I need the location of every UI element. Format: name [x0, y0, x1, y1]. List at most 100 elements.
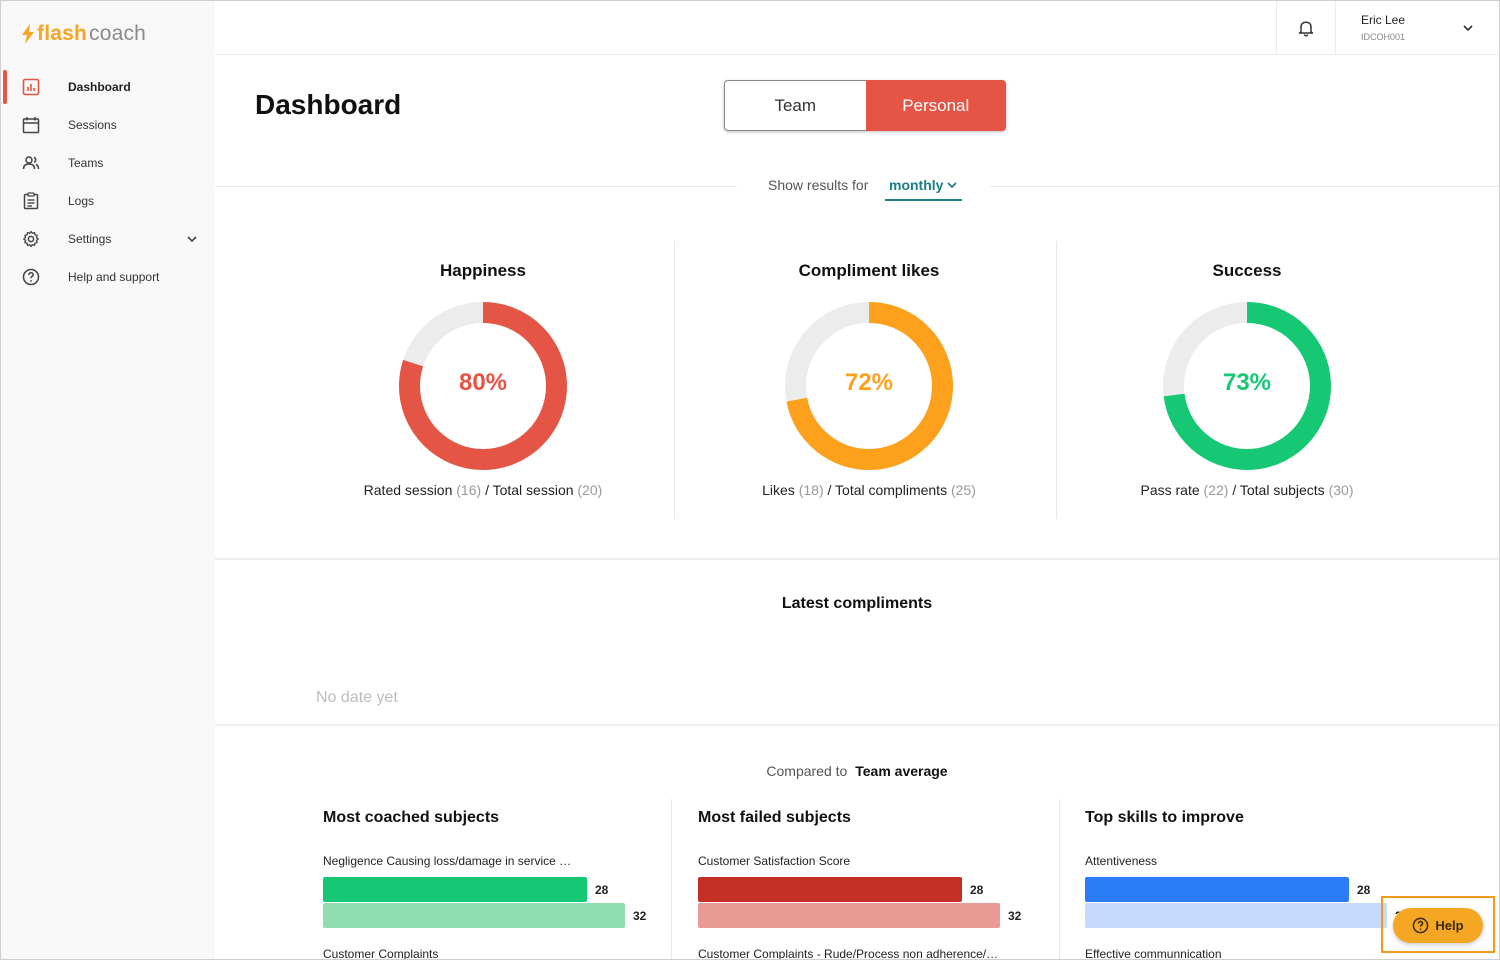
bar-chart-icon: [21, 77, 41, 97]
compare-value[interactable]: Team average: [855, 763, 948, 779]
page-title: Dashboard: [255, 89, 402, 120]
stat-percent: 80%: [458, 369, 508, 396]
stat-title: Success: [1212, 261, 1282, 280]
stat-subtext: Pass rate (22) / Total subjects (30): [1057, 482, 1437, 498]
sidebar: flash coach Dashboard Sessions Teams: [1, 1, 215, 959]
bar-value-label: 28: [970, 883, 984, 897]
stat-title: Happiness: [440, 261, 526, 280]
calendar-icon: [21, 115, 41, 135]
item-label: Attentiveness: [1085, 854, 1158, 868]
bar-value-label: 28: [595, 883, 609, 897]
lightning-bolt-icon: [22, 24, 34, 44]
compare-bar: [323, 903, 625, 928]
user-name: Eric Lee: [1360, 13, 1405, 27]
stat-label-b: / Total compliments: [827, 482, 948, 498]
divider: [1056, 241, 1057, 519]
divider: [215, 558, 1499, 560]
users-icon: [21, 153, 41, 173]
bar-value-label: 32: [1008, 909, 1022, 923]
bell-icon: [1298, 21, 1314, 37]
toggle-personal-button[interactable]: Personal: [865, 80, 1006, 131]
donut-chart: [399, 302, 567, 470]
stat-value-b: (20): [577, 482, 603, 498]
stat-compliment-likes: Compliment likes 72% Likes (18) / Total …: [679, 241, 1059, 519]
bar-value-label: 28: [1357, 883, 1371, 897]
logo-flash-text: flash: [37, 22, 88, 45]
divider: [215, 186, 737, 187]
logo-coach-text: coach: [89, 22, 147, 45]
help-button[interactable]: Help: [1393, 908, 1483, 943]
sidebar-item-logs[interactable]: Logs: [1, 182, 215, 220]
question-circle-icon: [1413, 917, 1429, 934]
item-label: Effective communnication: [1085, 947, 1222, 960]
sidebar-item-label: Logs: [68, 194, 95, 208]
stat-label-a: Rated session: [363, 482, 453, 498]
divider: [990, 186, 1499, 187]
stat-value-b: (25): [950, 482, 976, 498]
sidebar-item-label: Teams: [68, 156, 104, 170]
donut-arc: [399, 302, 567, 470]
help-button-highlight: Help: [1381, 896, 1495, 953]
top-bar: Eric Lee IDCOH001: [215, 1, 1499, 55]
stat-value-b: (30): [1328, 482, 1354, 498]
compare-row: Compared to Team average: [215, 763, 1499, 779]
value-bar: [1085, 877, 1349, 902]
top-skills-to-improve: Top skills to improve Attentiveness 28 3…: [1085, 799, 1445, 960]
chevron-down-icon[interactable]: [1461, 21, 1475, 35]
value-bar: [323, 877, 587, 902]
stat-percent: 72%: [844, 369, 894, 396]
sidebar-item-help-and-support[interactable]: Help and support: [1, 258, 215, 296]
donut-arc: [785, 302, 953, 470]
stat-value-a: (16): [456, 482, 482, 498]
stat-subtext: Rated session (16) / Total session (20): [293, 482, 673, 498]
user-id: IDCOH001: [1360, 32, 1405, 42]
donut-chart: [1163, 302, 1331, 470]
chevron-down-icon: [947, 182, 958, 189]
divider: [671, 799, 672, 959]
sidebar-item-label: Dashboard: [68, 80, 131, 94]
main-content: Dashboard Team Personal Show results for…: [215, 55, 1499, 959]
gear-icon: [21, 229, 41, 249]
donut-chart: [785, 302, 953, 470]
stat-label-a: Likes: [762, 482, 795, 498]
sidebar-item-label: Help and support: [68, 270, 160, 284]
stat-label-b: / Total session: [485, 482, 574, 498]
stat-success: Success 73% Pass rate (22) / Total subje…: [1057, 241, 1437, 519]
column-title: Most coached subjects: [323, 809, 500, 826]
results-filter: Show results for monthly: [215, 177, 1499, 201]
sidebar-item-settings[interactable]: Settings: [1, 220, 215, 258]
question-circle-icon: [21, 267, 41, 287]
item-label: Negligence Causing loss/damage in servic…: [323, 854, 572, 868]
item-label: Customer Complaints: [323, 947, 439, 960]
bar-value-label: 32: [633, 909, 647, 923]
sidebar-item-sessions[interactable]: Sessions: [1, 106, 215, 144]
value-bar: [698, 877, 962, 902]
help-button-label: Help: [1435, 918, 1464, 933]
compare-label: Compared to: [766, 763, 848, 779]
toggle-team-button[interactable]: Team: [724, 80, 866, 131]
stats-section: Happiness 80% Rated session (16) / Total…: [215, 241, 1499, 519]
period-select[interactable]: monthly: [885, 177, 963, 201]
stat-label-b: / Total subjects: [1232, 482, 1325, 498]
clipboard-icon: [21, 191, 41, 211]
stat-value-a: (22): [1203, 482, 1229, 498]
divider: [674, 241, 675, 519]
sidebar-item-teams[interactable]: Teams: [1, 144, 215, 182]
chevron-down-icon[interactable]: [185, 232, 199, 246]
user-menu[interactable]: Eric Lee IDCOH001: [1361, 13, 1405, 42]
stat-happiness: Happiness 80% Rated session (16) / Total…: [293, 241, 673, 519]
column-title: Most failed subjects: [698, 809, 851, 826]
stat-value-a: (18): [798, 482, 824, 498]
stat-subtext: Likes (18) / Total compliments (25): [679, 482, 1059, 498]
sidebar-item-dashboard[interactable]: Dashboard: [1, 68, 215, 106]
stat-title: Compliment likes: [798, 261, 940, 280]
sidebar-item-label: Settings: [68, 232, 112, 246]
compare-bar: [698, 903, 1000, 928]
most-coached-subjects: Most coached subjects Negligence Causing…: [323, 799, 683, 960]
notifications-button[interactable]: [1276, 1, 1336, 55]
item-label: Customer Satisfaction Score: [698, 854, 851, 868]
column-title: Top skills to improve: [1085, 809, 1244, 826]
stat-percent: 73%: [1222, 369, 1272, 396]
app-logo[interactable]: flash coach: [21, 21, 146, 47]
